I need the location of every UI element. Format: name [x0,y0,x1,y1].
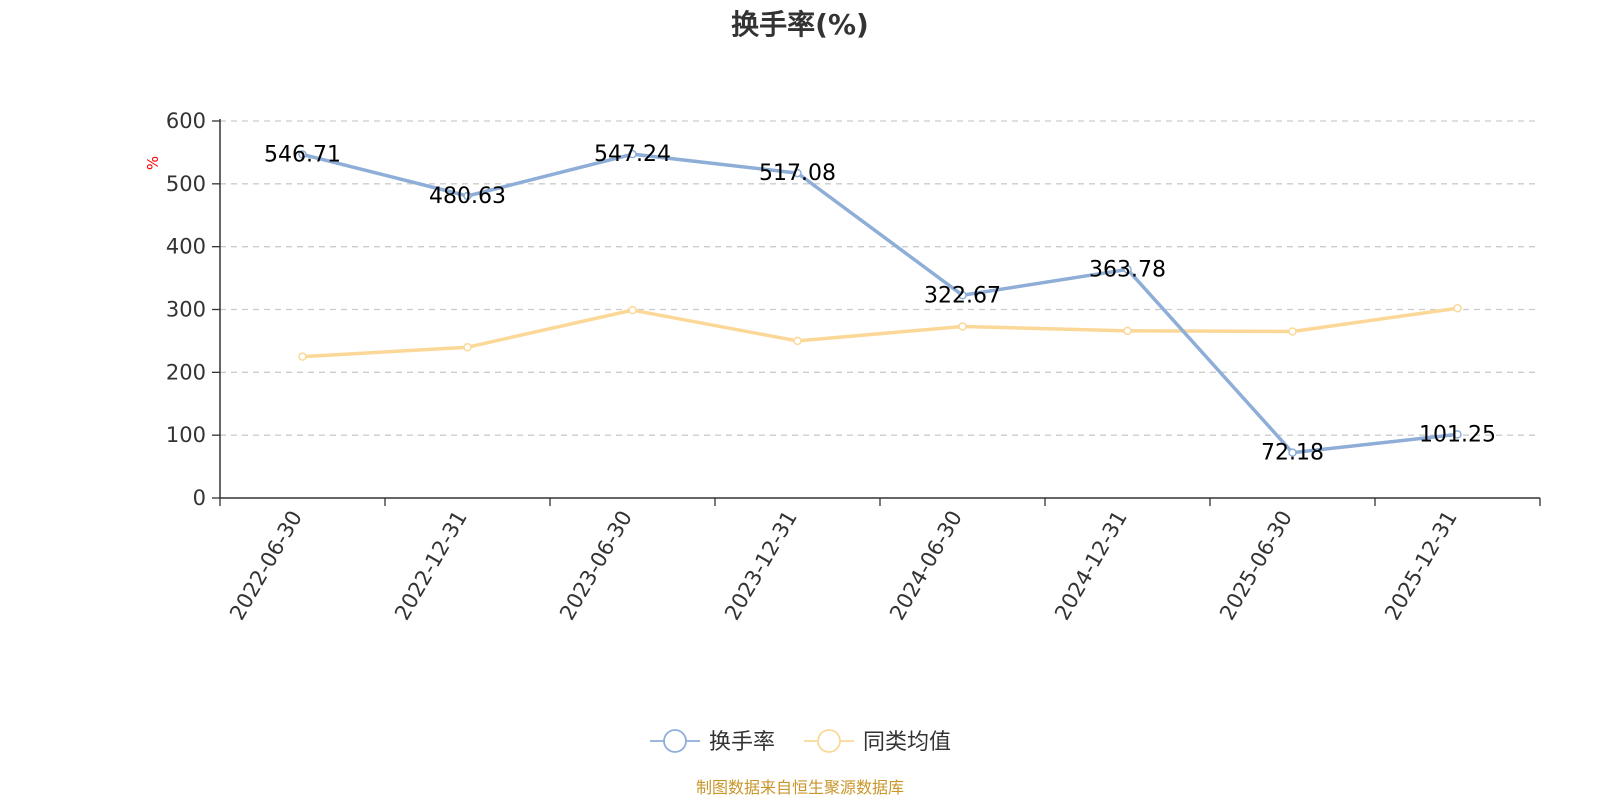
chart-title: 换手率(%) [731,8,869,41]
data-point [463,342,472,352]
x-tick-label: 2025-12-31 [1380,507,1462,625]
axes: 0 100 200 300 400 500 600 2022-06-30 2022-12-31 2… [166,109,1541,625]
x-tick-label: 2023-06-30 [555,507,637,625]
x-tick-label: 2025-06-30 [1215,507,1297,625]
y-tick-label: 200 [166,360,206,384]
data-point [628,149,637,159]
data-point [958,322,967,331]
y-tick-label: 0 [193,486,206,510]
x-tick-label: 2022-12-31 [390,507,472,625]
series-line-0 [302,152,1458,455]
series-line-1 [302,306,1458,359]
data-point [1288,448,1297,457]
data-point [628,305,637,315]
series-group [298,149,1462,457]
data-point [1453,303,1462,313]
data-labels: 546.71 480.63 547.24 517.08 322.67 363.78 72.1… [264,142,1496,465]
legend-label: 同类均值 [863,730,951,755]
data-point [1288,327,1297,336]
data-point [793,336,802,346]
data-point [1123,265,1132,274]
y-tick-label: 100 [166,423,206,447]
legend: 换手率 同类均值 [650,729,951,755]
y-tick-label: 400 [166,235,206,259]
data-point [463,191,472,201]
source-note: 制图数据来自恒生聚源数据库 [696,778,904,797]
y-tick-label: 600 [166,109,206,133]
data-point [298,150,307,159]
data-point [793,168,802,178]
data-label: 363.78 [1089,257,1166,282]
data-point [1453,430,1462,439]
legend-marker [817,729,841,753]
data-point [958,291,967,300]
legend-marker [663,729,687,753]
x-tick-label: 2022-06-30 [225,507,307,625]
data-label: 322.67 [924,283,1001,308]
data-label: 101.25 [1419,422,1496,447]
data-label: 480.63 [429,184,506,209]
data-label: 517.08 [759,161,836,186]
x-tick-label: 2024-12-31 [1050,507,1132,625]
y-axis-unit: % [144,156,162,170]
data-label: 72.18 [1261,441,1324,466]
grid-lines [220,120,1540,436]
x-tick-label: 2023-12-31 [720,507,802,625]
data-point [1123,326,1132,336]
data-label: 546.71 [264,142,341,167]
data-point [298,352,307,361]
data-label: 547.24 [594,142,671,167]
legend-label: 换手率 [709,730,775,755]
y-tick-label: 500 [166,172,206,196]
x-tick-label: 2024-06-30 [885,507,967,625]
y-tick-label: 300 [166,298,206,322]
